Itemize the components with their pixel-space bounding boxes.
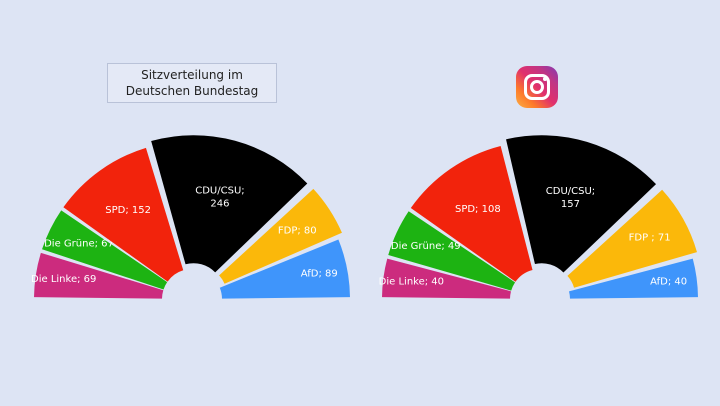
slice-label-line1: CDU/CSU; [546,186,595,197]
slice-label-2-1: Die Linke; 40 [379,277,444,288]
slice-label-2-5: FDP ; 71 [629,233,671,244]
slice-label-1-2: Die Grüne; 67 [44,238,114,249]
instagram-icon-frame [524,74,550,100]
slice-2-1 [382,258,511,299]
slice-1-1 [34,252,164,299]
slice-label-line2: 157 [561,199,580,210]
slice-label-1-4: CDU/CSU; 246 [195,185,244,209]
slice-label-line2: 246 [210,198,229,209]
slice-label-1-6: AfD; 89 [301,268,338,279]
instagram-icon-dot [543,77,547,81]
slice-2-4 [506,135,657,273]
slice-2-5 [567,189,697,288]
chart-title-line1: Sitzverteilung im [141,68,243,82]
slice-label-line1: CDU/CSU; [195,185,244,196]
chart-title-line2: Deutschen Bundestag [125,84,259,98]
slice-label-2-4: CDU/CSU; 157 [546,186,595,210]
slice-1-2 [42,210,168,290]
chart-2: Die Linke; 40 Die Grüne; 49 SPD; 108 CDU/CS… [379,135,698,299]
slice-2-2 [388,211,516,291]
slice-1-3 [63,147,184,282]
slice-2-6 [569,258,698,299]
slice-1-5 [219,188,342,284]
slice-label-1-1: Die Linke; 69 [31,274,96,285]
slice-label-1-5: FDP; 80 [278,226,317,237]
slice-label-2-3: SPD; 108 [455,204,501,215]
instagram-icon [516,66,558,108]
slice-label-1-3: SPD; 152 [105,205,151,216]
slice-label-2-6: AfD; 40 [650,277,687,288]
slice-1-6 [219,239,350,299]
slice-1-4 [151,135,308,273]
chart-title: Sitzverteilung im Deutschen Bundestag [107,63,277,103]
slice-label-2-2: Die Grüne; 49 [391,241,461,252]
chart-1: Die Linke; 69 Die Grüne; 67 SPD; 152 CDU/CS… [31,135,350,299]
instagram-icon-lens [530,80,544,94]
slice-2-3 [410,145,533,282]
